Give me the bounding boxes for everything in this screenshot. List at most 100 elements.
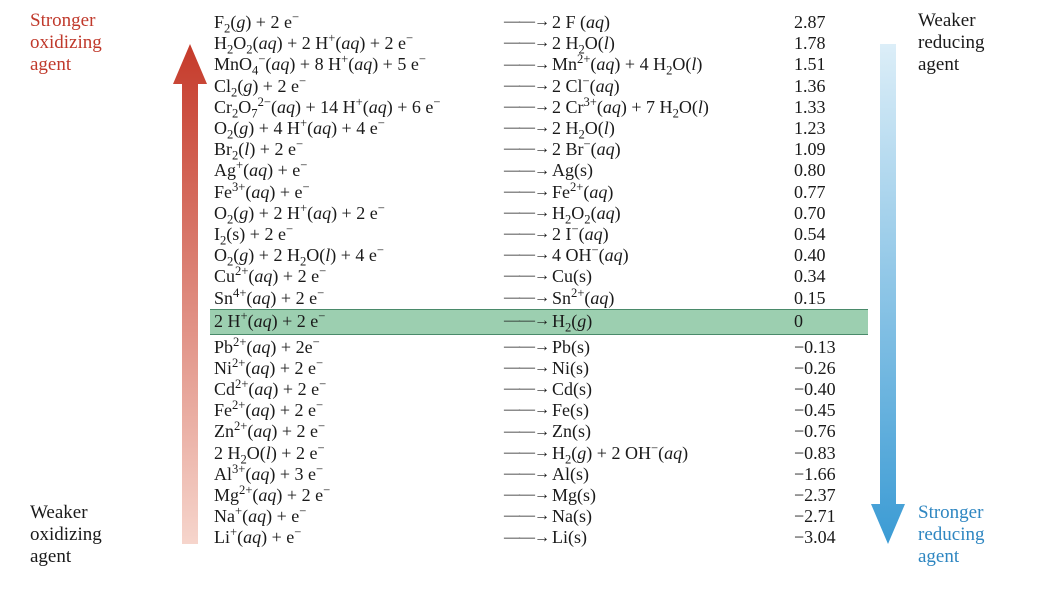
half-reaction-rhs: Li(s): [552, 527, 794, 548]
half-reaction-rhs: 4 OH−(aq): [552, 245, 794, 266]
standard-potential: 0.15: [794, 288, 864, 309]
potentials-table: F2(g) + 2 e−——→2 F (aq)2.87H2O2(aq) + 2 …: [210, 10, 868, 598]
half-reaction-lhs: Cu2+(aq) + 2 e−: [214, 266, 504, 287]
half-reaction-rhs: Mn2+(aq) + 4 H2O(l): [552, 54, 794, 75]
reaction-arrow-icon: ——→: [504, 465, 552, 484]
table-row: O2(g) + 2 H+(aq) + 2 e−——→H2O2(aq)0.70: [210, 203, 868, 224]
half-reaction-rhs: Fe(s): [552, 400, 794, 421]
table-row: Cu2+(aq) + 2 e−——→Cu(s)0.34: [210, 266, 868, 287]
table-row: Pb2+(aq) + 2e−——→Pb(s)−0.13: [210, 337, 868, 358]
half-reaction-lhs: 2 H+(aq) + 2 e−: [214, 311, 504, 332]
standard-potential: 1.78: [794, 33, 864, 54]
reaction-arrow-icon: ——→: [504, 246, 552, 265]
half-reaction-lhs: H2O2(aq) + 2 H+(aq) + 2 e−: [214, 33, 504, 54]
up-arrow-icon: [173, 44, 207, 544]
half-reaction-rhs: 2 Cr3+(aq) + 7 H2O(l): [552, 97, 794, 118]
standard-potential: 1.23: [794, 118, 864, 139]
standard-potential: −2.71: [794, 506, 864, 527]
half-reaction-rhs: Na(s): [552, 506, 794, 527]
half-reaction-rhs: Cd(s): [552, 379, 794, 400]
reaction-arrow-icon: ——→: [504, 529, 552, 548]
table-row: Li+(aq) + e−——→Li(s)−3.04: [210, 527, 868, 548]
half-reaction-rhs: Pb(s): [552, 337, 794, 358]
half-reaction-rhs: H2O2(aq): [552, 203, 794, 224]
half-reaction-lhs: Na+(aq) + e−: [214, 506, 504, 527]
standard-potential: −0.45: [794, 400, 864, 421]
half-reaction-lhs: Fe2+(aq) + 2 e−: [214, 400, 504, 421]
reaction-arrow-icon: ——→: [504, 225, 552, 244]
standard-potential: −0.26: [794, 358, 864, 379]
half-reaction-lhs: Mg2+(aq) + 2 e−: [214, 485, 504, 506]
right-label-column: Weakerreducingagent Strongerreducingagen…: [908, 10, 1028, 598]
table-row: Sn4+(aq) + 2 e−——→Sn2+(aq)0.15: [210, 287, 868, 308]
half-reaction-rhs: H2(g) + 2 OH−(aq): [552, 443, 794, 464]
half-reaction-rhs: Zn(s): [552, 421, 794, 442]
half-reaction-lhs: Cd2+(aq) + 2 e−: [214, 379, 504, 400]
half-reaction-lhs: Br2(l) + 2 e−: [214, 139, 504, 160]
reaction-arrow-icon: ——→: [504, 380, 552, 399]
half-reaction-rhs: Ag(s): [552, 160, 794, 181]
standard-potential: −3.04: [794, 527, 864, 548]
half-reaction-rhs: Cu(s): [552, 266, 794, 287]
table-row: F2(g) + 2 e−——→2 F (aq)2.87: [210, 12, 868, 33]
half-reaction-lhs: Ni2+(aq) + 2 e−: [214, 358, 504, 379]
standard-potential: 0.70: [794, 203, 864, 224]
table-row: Na+(aq) + e−——→Na(s)−2.71: [210, 506, 868, 527]
half-reaction-lhs: Ag+(aq) + e−: [214, 160, 504, 181]
half-reaction-lhs: Cr2O72−(aq) + 14 H+(aq) + 6 e−: [214, 97, 504, 118]
table-row: Br2(l) + 2 e−——→2 Br−(aq)1.09: [210, 139, 868, 160]
standard-potential: 0.77: [794, 182, 864, 203]
half-reaction-lhs: O2(g) + 2 H2O(l) + 4 e−: [214, 245, 504, 266]
page: Strongeroxidizingagent Weakeroxidizingag…: [0, 0, 1048, 598]
reaction-arrow-icon: ——→: [504, 77, 552, 96]
half-reaction-lhs: Pb2+(aq) + 2e−: [214, 337, 504, 358]
table-row: Cd2+(aq) + 2 e−——→Cd(s)−0.40: [210, 379, 868, 400]
right-arrow-column: [868, 10, 908, 598]
half-reaction-rhs: Ni(s): [552, 358, 794, 379]
half-reaction-lhs: O2(g) + 2 H+(aq) + 2 e−: [214, 203, 504, 224]
reaction-arrow-icon: ——→: [504, 13, 552, 32]
standard-potential: 0.34: [794, 266, 864, 287]
label-weaker-reducing: Weakerreducingagent: [918, 10, 1028, 76]
down-arrow-icon: [871, 44, 905, 544]
standard-potential: 0.40: [794, 245, 864, 266]
table-row: Cr2O72−(aq) + 14 H+(aq) + 6 e−——→2 Cr3+(…: [210, 97, 868, 118]
half-reaction-lhs: 2 H2O(l) + 2 e−: [214, 443, 504, 464]
half-reaction-rhs: Al(s): [552, 464, 794, 485]
table-row: 2 H2O(l) + 2 e−——→H2(g) + 2 OH−(aq)−0.83: [210, 443, 868, 464]
standard-potential: −0.40: [794, 379, 864, 400]
standard-potential: 1.33: [794, 97, 864, 118]
reaction-arrow-icon: ——→: [504, 507, 552, 526]
standard-potential: −0.83: [794, 443, 864, 464]
half-reaction-lhs: Al3+(aq) + 3 e−: [214, 464, 504, 485]
half-reaction-rhs: Sn2+(aq): [552, 288, 794, 309]
half-reaction-rhs: 2 H2O(l): [552, 118, 794, 139]
table-row: I2(s) + 2 e−——→2 I−(aq)0.54: [210, 224, 868, 245]
table-row: Cl2(g) + 2 e−——→2 Cl−(aq)1.36: [210, 76, 868, 97]
half-reaction-lhs: Cl2(g) + 2 e−: [214, 76, 504, 97]
left-label-column: Strongeroxidizingagent Weakeroxidizingag…: [30, 10, 170, 598]
reaction-arrow-icon: ——→: [504, 183, 552, 202]
table-row: 2 H+(aq) + 2 e−——→H2(g)0: [210, 309, 868, 335]
reaction-arrow-icon: ——→: [504, 98, 552, 117]
table-row: Zn2+(aq) + 2 e−——→Zn(s)−0.76: [210, 421, 868, 442]
standard-potential: −2.37: [794, 485, 864, 506]
label-stronger-reducing: Strongerreducingagent: [918, 502, 1028, 568]
standard-potential: −1.66: [794, 464, 864, 485]
reaction-arrow-icon: ——→: [504, 444, 552, 463]
label-stronger-oxidizing: Strongeroxidizingagent: [30, 10, 170, 76]
reaction-arrow-icon: ——→: [504, 312, 552, 331]
half-reaction-lhs: Sn4+(aq) + 2 e−: [214, 288, 504, 309]
standard-potential: 0.54: [794, 224, 864, 245]
half-reaction-lhs: I2(s) + 2 e−: [214, 224, 504, 245]
reaction-arrow-icon: ——→: [504, 401, 552, 420]
half-reaction-rhs: 2 Cl−(aq): [552, 76, 794, 97]
reaction-arrow-icon: ——→: [504, 162, 552, 181]
left-arrow-column: [170, 10, 210, 598]
half-reaction-rhs: 2 Br−(aq): [552, 139, 794, 160]
reaction-arrow-icon: ——→: [504, 140, 552, 159]
table-row: Mg2+(aq) + 2 e−——→Mg(s)−2.37: [210, 485, 868, 506]
reaction-arrow-icon: ——→: [504, 34, 552, 53]
half-reaction-rhs: Mg(s): [552, 485, 794, 506]
standard-potential: 2.87: [794, 12, 864, 33]
